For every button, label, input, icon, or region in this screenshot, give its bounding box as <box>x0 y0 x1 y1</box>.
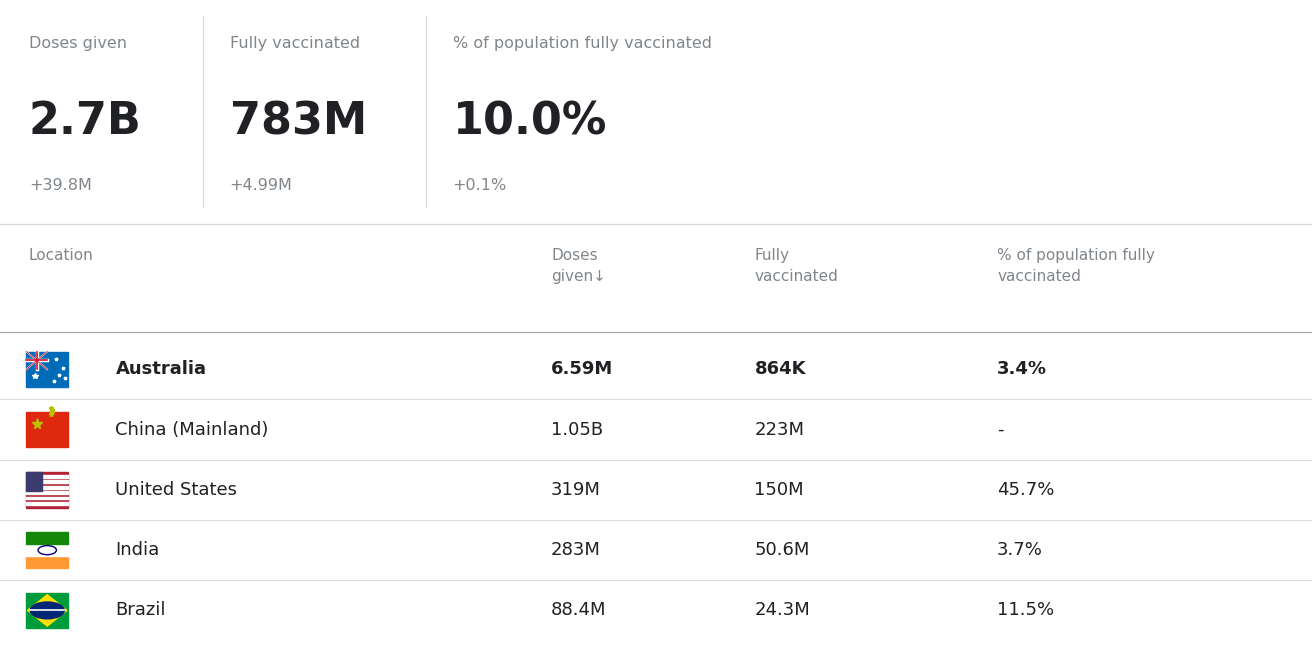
Bar <box>26 533 68 544</box>
Text: 864K: 864K <box>754 360 806 378</box>
Text: +0.1%: +0.1% <box>453 178 506 193</box>
Bar <box>26 497 68 500</box>
Text: +4.99M: +4.99M <box>230 178 293 193</box>
Text: 319M: 319M <box>551 481 601 499</box>
Text: 783M: 783M <box>230 100 367 143</box>
Text: 223M: 223M <box>754 421 804 439</box>
Text: +39.8M: +39.8M <box>29 178 92 193</box>
Text: Australia: Australia <box>115 360 206 378</box>
Bar <box>26 472 42 491</box>
Text: % of population fully
vaccinated: % of population fully vaccinated <box>997 248 1155 284</box>
Text: China (Mainland): China (Mainland) <box>115 421 269 439</box>
Text: 3.4%: 3.4% <box>997 360 1047 378</box>
Bar <box>26 556 68 568</box>
Text: 45.7%: 45.7% <box>997 481 1055 499</box>
Text: Doses given: Doses given <box>29 36 127 51</box>
Text: 88.4M: 88.4M <box>551 601 606 619</box>
Text: 2.7B: 2.7B <box>29 100 142 143</box>
Text: Fully vaccinated: Fully vaccinated <box>230 36 359 51</box>
Circle shape <box>30 602 64 619</box>
Text: 24.3M: 24.3M <box>754 601 810 619</box>
Text: Brazil: Brazil <box>115 601 165 619</box>
Polygon shape <box>28 595 67 626</box>
Bar <box>26 475 68 478</box>
Bar <box>26 502 68 505</box>
Bar <box>26 480 68 483</box>
Text: Doses
given↓: Doses given↓ <box>551 248 606 284</box>
Text: Location: Location <box>29 248 93 262</box>
Bar <box>26 412 68 447</box>
Text: 50.6M: 50.6M <box>754 541 810 559</box>
Text: 1.05B: 1.05B <box>551 421 604 439</box>
Text: United States: United States <box>115 481 237 499</box>
Bar <box>26 486 68 489</box>
Bar <box>26 592 68 629</box>
Bar <box>26 544 68 556</box>
Text: 11.5%: 11.5% <box>997 601 1055 619</box>
Text: 10.0%: 10.0% <box>453 100 607 143</box>
Text: -: - <box>997 421 1004 439</box>
Text: 150M: 150M <box>754 481 804 499</box>
Text: % of population fully vaccinated: % of population fully vaccinated <box>453 36 711 51</box>
Text: 6.59M: 6.59M <box>551 360 613 378</box>
Text: 283M: 283M <box>551 541 601 559</box>
Text: Fully
vaccinated: Fully vaccinated <box>754 248 838 284</box>
Bar <box>26 491 68 494</box>
Text: 3.7%: 3.7% <box>997 541 1043 559</box>
Text: India: India <box>115 541 160 559</box>
Bar <box>26 351 68 388</box>
Bar <box>26 472 68 508</box>
